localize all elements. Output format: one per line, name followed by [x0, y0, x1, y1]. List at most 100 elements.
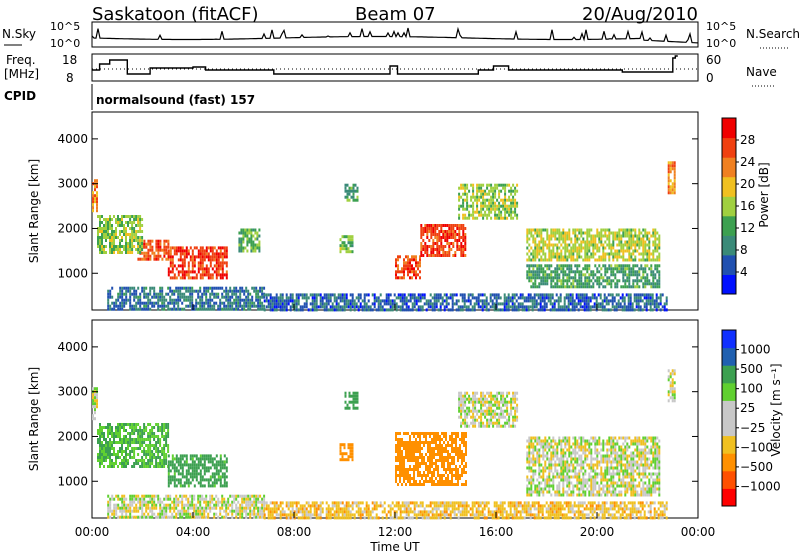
velocity-cell: [181, 500, 184, 504]
power-cell: [558, 285, 561, 289]
power-cell: [645, 302, 648, 306]
power-cell: [254, 246, 257, 250]
power-cell: [99, 239, 101, 242]
velocity-cell: [211, 481, 214, 485]
velocity-cell: [351, 501, 354, 505]
velocity-cell: [205, 503, 208, 507]
power-cell: [244, 246, 247, 250]
power-cell: [213, 252, 216, 256]
power-cell: [586, 276, 589, 280]
power-cell: [309, 293, 312, 297]
power-cell: [574, 270, 577, 274]
velocity-cell: [123, 438, 125, 441]
power-cell: [458, 207, 461, 211]
power-cell: [94, 200, 96, 204]
power-cell: [193, 261, 196, 265]
velocity-cell: [189, 506, 192, 510]
power-cell: [562, 237, 565, 241]
velocity-cell: [229, 494, 232, 498]
power-cell: [579, 293, 582, 297]
power-cell: [417, 261, 419, 265]
power-cell: [673, 173, 676, 177]
power-cell: [255, 289, 258, 293]
power-cell: [399, 305, 402, 309]
power-cell: [620, 246, 623, 250]
power-cell: [555, 299, 558, 303]
power-cell: [574, 273, 577, 277]
velocity-cell: [111, 432, 113, 435]
velocity-cell: [257, 506, 260, 510]
power-cell: [576, 270, 579, 274]
power-cell: [225, 246, 228, 250]
power-cell: [491, 299, 494, 303]
power-cell: [438, 254, 441, 257]
power-cell: [478, 195, 481, 199]
power-cell: [557, 299, 560, 303]
power-cell: [243, 298, 246, 302]
power-cell: [395, 308, 398, 312]
velocity-cell: [205, 454, 208, 458]
power-cell: [482, 204, 485, 208]
power-cell: [592, 285, 595, 289]
power-cell: [351, 302, 354, 306]
velocity-cell: [215, 463, 218, 467]
power-cell: [642, 267, 645, 271]
power-cell: [113, 236, 115, 239]
power-cell: [530, 285, 533, 289]
velocity-cell: [203, 515, 206, 519]
velocity-cell: [211, 472, 214, 476]
power-cell: [556, 231, 559, 235]
power-cell: [601, 305, 604, 309]
power-cell: [634, 234, 637, 238]
power-cell: [281, 308, 284, 312]
power-cell: [201, 252, 204, 256]
power-cell: [119, 248, 121, 251]
power-cell: [487, 308, 490, 312]
power-cell: [640, 243, 643, 247]
power-cell: [458, 198, 461, 202]
power-cell: [546, 231, 549, 235]
power-cell: [357, 299, 360, 303]
velocity-cell: [217, 497, 220, 501]
power-cell: [506, 183, 509, 187]
power-cell: [247, 304, 250, 308]
power-cell: [578, 273, 581, 277]
power-cell: [617, 299, 620, 303]
power-cell: [452, 230, 455, 233]
power-cell: [419, 299, 422, 303]
power-cell: [499, 302, 502, 306]
velocity-cell: [321, 507, 324, 511]
power-cell: [480, 195, 483, 199]
velocity-cell: [96, 387, 98, 391]
power-cell: [313, 296, 316, 300]
power-cell: [490, 210, 493, 214]
power-cell: [223, 261, 226, 265]
power-cell: [97, 233, 99, 236]
power-cell: [115, 236, 117, 239]
velocity-cell: [125, 447, 127, 450]
power-cell: [663, 305, 666, 309]
power-cell: [528, 249, 531, 253]
velocity-cell: [289, 516, 292, 520]
power-cell: [325, 302, 328, 306]
power-cell: [250, 228, 253, 232]
power-cell: [97, 215, 99, 218]
power-cell: [510, 207, 513, 211]
velocity-cell: [265, 507, 268, 511]
power-cell: [620, 255, 623, 259]
velocity-cell: [191, 454, 194, 458]
power-cell: [604, 270, 607, 274]
power-cell: [179, 246, 182, 250]
velocity-cell: [151, 426, 154, 429]
power-cell: [480, 210, 483, 214]
power-cell: [583, 293, 586, 297]
power-cell: [563, 305, 566, 309]
velocity-cell: [185, 478, 188, 482]
velocity-cell: [151, 494, 154, 498]
power-cell: [464, 186, 467, 190]
power-cell: [277, 299, 280, 303]
power-cell: [573, 299, 576, 303]
power-cell: [347, 305, 350, 309]
power-cell: [175, 289, 178, 293]
power-cell: [247, 295, 250, 299]
